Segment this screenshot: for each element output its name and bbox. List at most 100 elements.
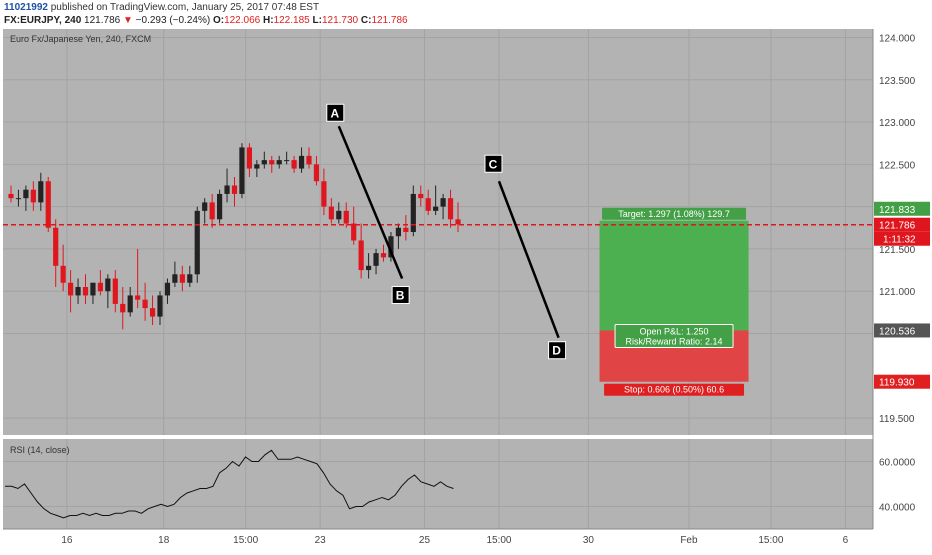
rsi-title: RSI (14, close) (10, 445, 70, 455)
chart-area[interactable]: Target: 1.297 (1.08%) 129.7 Open P&L: 1.2… (0, 29, 932, 550)
candle-body (172, 274, 178, 283)
published-text: published on TradingView.com, January 25… (50, 2, 320, 13)
low-label: L: (312, 15, 322, 26)
down-arrow-icon: ▼ (122, 15, 133, 26)
candle-body (53, 227, 59, 266)
rsi-line (5, 449, 454, 519)
candle-body (8, 193, 14, 199)
x-tick-label: Feb (680, 535, 698, 546)
chart-svg[interactable]: Target: 1.297 (1.08%) 129.7 Open P&L: 1.2… (0, 29, 932, 550)
symbol-label: FX:EURJPY, 240 (4, 15, 82, 26)
abcd-pattern[interactable]: A B C D (326, 103, 567, 360)
x-tick-label: 6 (843, 535, 849, 546)
axes: 124.000123.500123.000122.500122.000121.5… (3, 29, 930, 546)
y-tick-label: 119.500 (879, 414, 915, 425)
candle-body (112, 278, 118, 304)
x-tick-label: 15:00 (486, 535, 511, 546)
ab-leg (337, 125, 404, 280)
candle-body (30, 189, 36, 203)
stop-price-label-box (874, 374, 930, 389)
candle-body (321, 181, 327, 207)
point-d-box (548, 341, 567, 360)
x-tick-label: 16 (61, 535, 73, 546)
current-price-label-box (874, 217, 930, 232)
rr-label: Risk/Reward Ratio: 2.14 (626, 336, 723, 346)
x-tick-label: 18 (158, 535, 170, 546)
candle-body (455, 219, 461, 225)
y-tick-label: 60.0000 (879, 458, 916, 469)
candle-body (217, 193, 223, 220)
candle-body (410, 193, 416, 232)
candle-body (336, 210, 342, 220)
point-d-label: D (552, 344, 561, 358)
candle-body (202, 202, 208, 211)
candle-body (351, 223, 357, 241)
candle-body (298, 155, 305, 169)
candle-body (380, 253, 387, 258)
y-tick-label: 121.000 (879, 287, 916, 298)
pnl-label: Open P&L: 1.250 (640, 326, 709, 336)
candle-body (358, 240, 364, 271)
chart-header: 11021992 published on TradingView.com, J… (0, 0, 932, 28)
countdown-label: 1:11:32 (883, 235, 916, 246)
stop-price-label: 119.930 (879, 378, 915, 389)
target-zone (599, 220, 749, 331)
candle-body (209, 202, 215, 220)
candle-body (418, 193, 424, 199)
y-tick-label: 121.500 (879, 245, 916, 256)
point-b-box (391, 286, 410, 305)
candle-body (269, 160, 275, 165)
candle-body (60, 265, 66, 283)
candle-body (90, 282, 96, 296)
candle-body (127, 295, 133, 313)
high-value: 122.185 (273, 15, 310, 26)
y-tick-label: 122.500 (879, 160, 916, 171)
candle-body (284, 160, 290, 162)
candle-body (291, 160, 297, 169)
y-tick-label: 40.0000 (879, 503, 916, 514)
candle-body (254, 164, 260, 169)
candle-body (261, 160, 267, 165)
last-price: 121.786 (84, 15, 121, 26)
position-tool[interactable]: Target: 1.297 (1.08%) 129.7 Open P&L: 1.2… (599, 207, 749, 396)
rsi-series-line (5, 449, 454, 519)
candle-body (373, 253, 379, 266)
point-a-box (326, 103, 345, 122)
countdown-box (874, 231, 930, 246)
candle-body (194, 210, 200, 275)
candle-body (149, 308, 156, 317)
target-label: Target: 1.297 (1.08%) 129.7 (618, 209, 730, 219)
candle-body (164, 282, 171, 296)
low-value: 121.730 (321, 15, 359, 26)
candle-body (433, 206, 439, 211)
target-price-label: 121.833 (879, 205, 916, 216)
point-c-box (484, 154, 503, 173)
close-label: C: (360, 15, 372, 26)
candle-body (388, 236, 394, 258)
candle-body (142, 299, 148, 309)
open-value: 122.066 (224, 15, 261, 26)
target-price-box (874, 201, 930, 216)
stop-label-box (604, 383, 745, 396)
open-label: O: (212, 15, 225, 26)
publish-line: 11021992 published on TradingView.com, J… (4, 2, 319, 13)
stop-label: Stop: 0.606 (0.50%) 60.6 (624, 385, 724, 395)
candle-body (82, 286, 89, 296)
candle-body (403, 227, 409, 232)
close-value: 121.786 (371, 15, 408, 26)
high-label: H: (263, 15, 274, 26)
candle-body (231, 185, 238, 194)
candle-body (187, 274, 193, 283)
pnl-price-box (874, 323, 930, 338)
candle-body (395, 227, 401, 237)
price-change: −0.293 (−0.24%) (135, 15, 211, 26)
x-tick-label: 23 (315, 535, 327, 546)
author-id[interactable]: 11021992 (4, 2, 48, 13)
x-tick-label: 15:00 (233, 535, 258, 546)
candle-body (224, 185, 230, 194)
x-tick-label: 25 (419, 535, 431, 546)
candle-body (179, 274, 185, 283)
current-price-label: 121.786 (879, 221, 916, 232)
candle-body (75, 286, 81, 296)
cd-leg (497, 180, 560, 339)
